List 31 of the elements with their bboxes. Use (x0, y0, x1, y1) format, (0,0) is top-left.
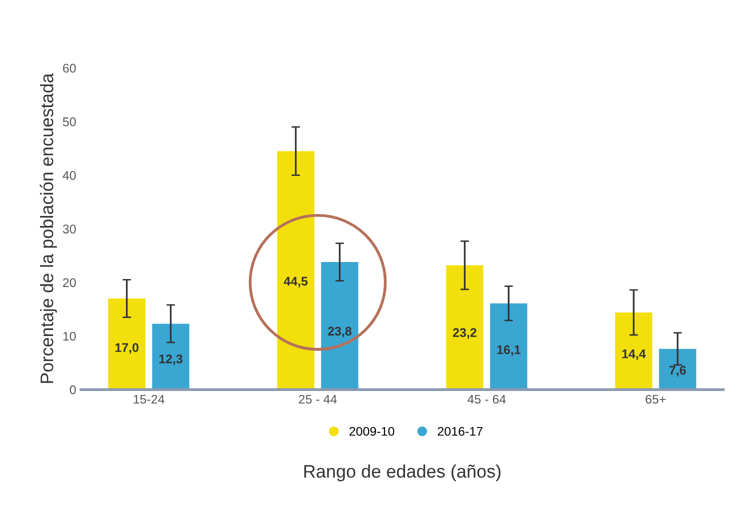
data-label: 16,1 (497, 345, 520, 356)
data-label: 7,6 (669, 366, 686, 376)
y-tick-label: 50 (62, 117, 76, 126)
bar (446, 265, 484, 390)
x-tick-label: 45 - 64 (468, 394, 506, 404)
y-tick-label: 20 (63, 278, 76, 288)
y-tick-label: 10 (63, 332, 76, 341)
legend-label: 2009-10 (349, 426, 394, 436)
x-tick-label: 15-24 (134, 394, 164, 404)
y-axis-title: Porcentaje de la población encuestada (40, 73, 57, 383)
bar (321, 262, 358, 390)
bar (152, 324, 190, 390)
x-tick-label: 65+ (646, 394, 666, 404)
y-tick-label: 60 (63, 64, 76, 73)
bar (615, 312, 652, 390)
x-axis-title: Rango de edades (años) (304, 464, 500, 482)
x-tick-label: 25 - 44 (298, 394, 337, 404)
data-label: 17,0 (115, 343, 138, 354)
y-tick-label: 30 (62, 224, 76, 234)
data-label: 23,8 (328, 326, 352, 338)
bar (277, 151, 314, 390)
bar (490, 303, 528, 390)
legend-label: 2016-17 (438, 426, 482, 436)
y-tick-label: 40 (62, 171, 76, 180)
y-tick-label: 0 (70, 385, 76, 394)
data-label: 44,5 (284, 276, 308, 288)
data-label: 12,3 (159, 354, 182, 366)
data-label: 14,4 (622, 350, 646, 360)
bar (108, 298, 146, 390)
data-label: 23,2 (452, 328, 476, 339)
bar (659, 348, 696, 390)
